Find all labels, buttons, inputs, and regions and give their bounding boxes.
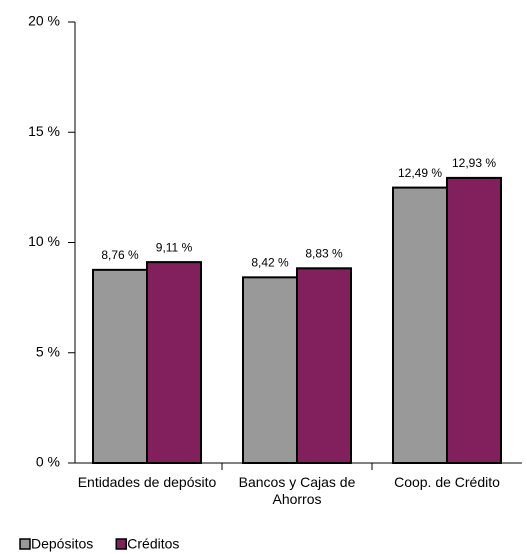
y-tick-label: 0 % bbox=[36, 454, 60, 470]
value-label: 9,11 % bbox=[156, 240, 193, 254]
bar bbox=[242, 276, 298, 464]
x-tick-label: Entidades de depósito bbox=[78, 474, 217, 490]
value-label: 12,93 % bbox=[452, 156, 496, 170]
legend-label: Créditos bbox=[127, 536, 179, 552]
y-tick-label: 10 % bbox=[28, 233, 60, 249]
legend-swatch bbox=[19, 538, 31, 550]
value-label: 8,83 % bbox=[305, 246, 343, 260]
y-tick-label: 15 % bbox=[28, 123, 60, 139]
bar bbox=[296, 267, 352, 464]
y-tick-label: 20 % bbox=[28, 13, 60, 29]
x-tick-label: Bancos y Cajas de Ahorros bbox=[239, 474, 356, 507]
bar bbox=[146, 261, 202, 465]
legend-swatch bbox=[115, 538, 128, 550]
y-tick-label: 5 % bbox=[36, 343, 60, 359]
value-label: 12,49 % bbox=[398, 166, 442, 180]
bar bbox=[92, 268, 148, 465]
legend-label: Depósitos bbox=[31, 536, 93, 552]
value-label: 8,76 % bbox=[101, 248, 139, 262]
x-tick-label: Coop. de Crédito bbox=[394, 474, 500, 490]
value-label: 8,42 % bbox=[251, 256, 289, 270]
bar bbox=[392, 186, 448, 465]
bar bbox=[446, 176, 502, 464]
